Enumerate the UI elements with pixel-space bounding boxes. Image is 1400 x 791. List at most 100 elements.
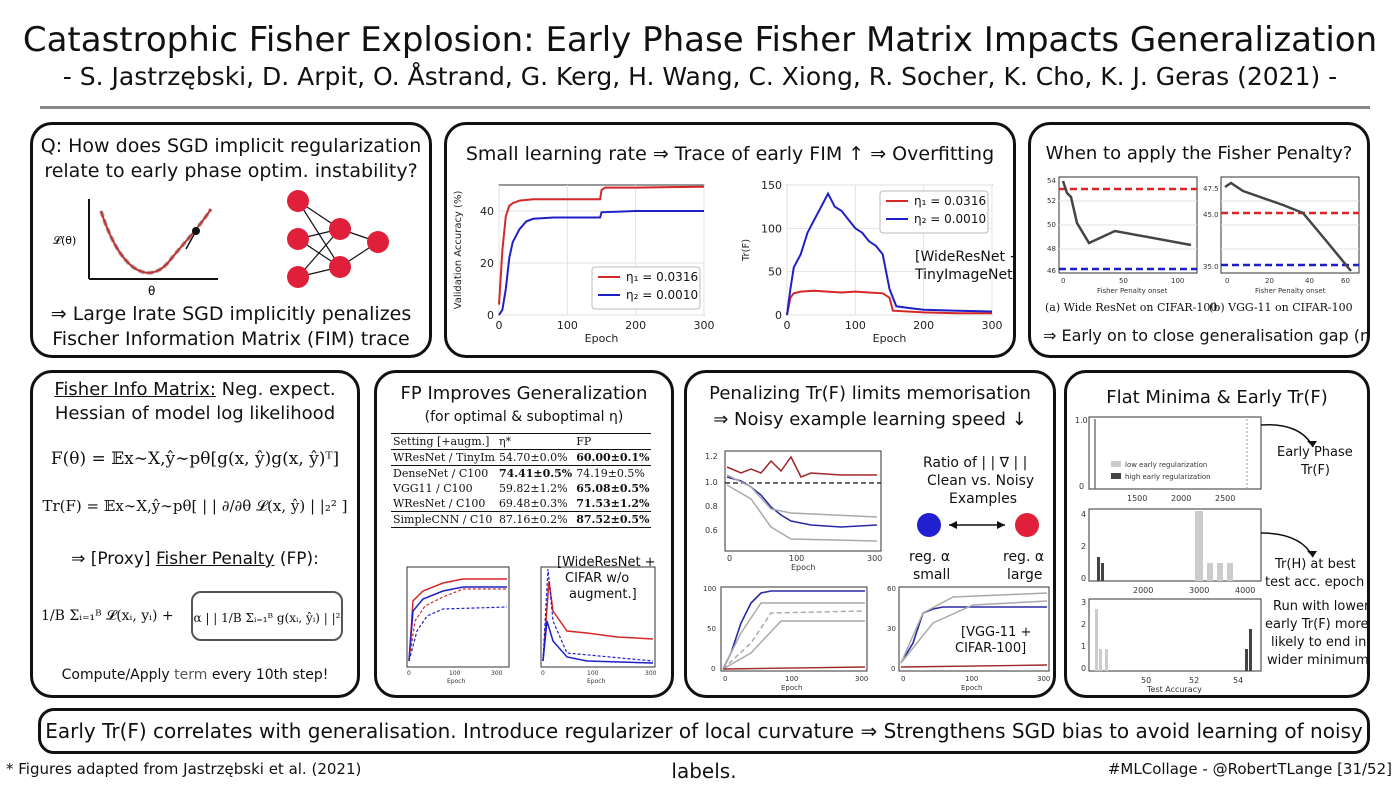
flat-note-3d: wider minimum! bbox=[1267, 653, 1370, 668]
footer-credit: * Figures adapted from Jastrzębski et al… bbox=[6, 760, 362, 778]
svg-text:100: 100 bbox=[785, 675, 798, 683]
trace-fisher-chart: 0 100 200 300 0 50 100 150 Epoch Tr(F) η₁ = 0.0316… bbox=[741, 179, 1003, 345]
answer-line-1: ⇒ Large lrate SGD implicitly penalizes bbox=[50, 303, 412, 325]
early-trf-histogram: low early regularization high early regul… bbox=[1075, 416, 1262, 503]
memo-heading-2: ⇒ Noisy example learning speed ↓ bbox=[713, 409, 1027, 430]
ratio-text-2: Clean vs. Noisy bbox=[927, 473, 1035, 489]
fp-trace-mini-chart: 0 100 300 Epoch bbox=[540, 566, 657, 685]
table-cell: WResNet / C100 bbox=[391, 496, 497, 512]
svg-text:high early regularization: high early regularization bbox=[1125, 473, 1211, 481]
compute-prefix: Compute/Apply bbox=[61, 667, 175, 683]
svg-text:2000: 2000 bbox=[1133, 586, 1153, 595]
table-cell: WResNet / TinyIm bbox=[391, 449, 497, 466]
y-tick-label: 150 bbox=[761, 179, 782, 192]
svg-text:100: 100 bbox=[789, 554, 804, 563]
svg-text:1.2: 1.2 bbox=[705, 452, 718, 461]
fisher-heading-rest: Neg. expect. bbox=[215, 379, 336, 400]
svg-text:0: 0 bbox=[1225, 277, 1229, 285]
small-lr-panel: Small learning rate ⇒ Trace of early FIM… bbox=[444, 122, 1016, 358]
legend-entry: η₂ = 0.0010 bbox=[914, 212, 986, 226]
neural-net-diagram bbox=[287, 190, 389, 288]
svg-text:45.0: 45.0 bbox=[1203, 211, 1219, 219]
svg-text:52: 52 bbox=[1189, 676, 1199, 685]
x-axis-label: Epoch bbox=[585, 332, 619, 345]
training-accuracy-chart: 100 50 0 0 100 300 Epoch bbox=[703, 585, 868, 692]
when-heading: When to apply the Fisher Penalty? bbox=[1045, 143, 1353, 164]
fp-results-table: Setting [+augm.] η* FP WResNet / TinyIm … bbox=[391, 433, 652, 528]
series-line bbox=[786, 191, 993, 316]
proxy-suffix: (FP): bbox=[274, 549, 319, 569]
small-lr-heading: Small learning rate ⇒ Trace of early FIM… bbox=[465, 143, 995, 165]
table-cell: 87.16±0.2% bbox=[496, 511, 575, 528]
svg-text:3000: 3000 bbox=[1189, 586, 1209, 595]
svg-text:100: 100 bbox=[449, 670, 461, 677]
proxy-prefix: ⇒ [Proxy] bbox=[71, 549, 156, 569]
compute-line: Compute/Apply term every 10th step! bbox=[33, 667, 357, 683]
y-tick-label: 0 bbox=[775, 309, 782, 322]
table-cell: 71.53±1.2% bbox=[574, 496, 652, 512]
flat-note-2a: Tr(H) at best bbox=[1275, 557, 1356, 572]
svg-text:1.0: 1.0 bbox=[1075, 416, 1088, 425]
y-tick-label: 50 bbox=[768, 266, 782, 279]
svg-text:50: 50 bbox=[1141, 676, 1151, 685]
svg-text:300: 300 bbox=[855, 675, 868, 683]
col-setting: Setting [+augm.] bbox=[391, 433, 497, 450]
y-tick-label: 40 bbox=[480, 205, 494, 218]
svg-text:50: 50 bbox=[1047, 221, 1056, 229]
table-cell: SimpleCNN / C10 bbox=[391, 511, 497, 528]
series-line bbox=[786, 289, 992, 316]
flat-note-1a: Early Phase bbox=[1277, 445, 1353, 460]
y-axis-label: Validation Accuracy (%) bbox=[453, 191, 464, 310]
svg-text:Epoch: Epoch bbox=[447, 678, 466, 685]
trf-annotation-1: [WideResNet + bbox=[915, 249, 1016, 265]
flat-minima-panel: Flat Minima & Early Tr(F) low early regu… bbox=[1064, 370, 1370, 698]
memo-heading-1: Penalizing Tr(F) limits memorisation bbox=[709, 383, 1031, 404]
table-cell: 87.52±0.5% bbox=[574, 511, 652, 528]
svg-text:40: 40 bbox=[1305, 277, 1314, 285]
flat-note-3a: Run with lower bbox=[1273, 599, 1370, 614]
svg-text:100: 100 bbox=[587, 670, 599, 677]
svg-text:46: 46 bbox=[1047, 267, 1056, 275]
fisher-matrix-equation: F(θ) = 𝔼x∼X,ŷ∼pθ[g(x, ŷ)g(x, ŷ)ᵀ] bbox=[50, 449, 340, 469]
y-tick-label: 0 bbox=[487, 309, 494, 322]
fp-subheading: (for optimal & suboptimal η) bbox=[424, 409, 624, 425]
title-divider bbox=[40, 106, 1370, 109]
flat-note-2b: test acc. epoch bbox=[1265, 575, 1365, 590]
fp-annotation-1: [WideResNet + bbox=[557, 555, 656, 570]
series-line bbox=[498, 185, 705, 305]
col-fp: FP bbox=[574, 433, 652, 450]
poster-authors: - S. Jastrzębski, D. Arpit, O. Åstrand, … bbox=[62, 62, 1338, 91]
svg-text:0: 0 bbox=[1081, 664, 1086, 673]
table-cell: 60.00±0.1% bbox=[574, 449, 652, 466]
svg-text:2500: 2500 bbox=[1215, 494, 1235, 503]
svg-text:2: 2 bbox=[1081, 620, 1086, 629]
x-tick-label: 100 bbox=[845, 319, 866, 332]
x-tick-label: 300 bbox=[694, 319, 715, 332]
when-conclusion: ⇒ Early on to close generalisation gap (… bbox=[1043, 326, 1370, 345]
svg-text:Epoch: Epoch bbox=[781, 684, 802, 692]
svg-text:54: 54 bbox=[1233, 676, 1243, 685]
svg-text:0: 0 bbox=[891, 665, 895, 673]
fp-annotation-3: augment.] bbox=[569, 587, 637, 602]
x-tick-label: 300 bbox=[982, 319, 1003, 332]
svg-text:0.8: 0.8 bbox=[705, 502, 718, 511]
x-tick-label: 0 bbox=[784, 319, 791, 332]
x-tick-label: 0 bbox=[496, 319, 503, 332]
svg-text:4000: 4000 bbox=[1235, 586, 1255, 595]
wide-resnet-onset-chart: 54 52 50 48 46 0 50 100 Fisher Penalty onset bbox=[1047, 176, 1198, 295]
memorisation-panel: Penalizing Tr(F) limits memorisation ⇒ N… bbox=[684, 370, 1056, 698]
svg-text:300: 300 bbox=[1037, 675, 1050, 683]
table-cell: 65.08±0.5% bbox=[576, 482, 650, 495]
trf-annotation-2: TinyImageNet] bbox=[915, 267, 1016, 283]
loss-axis-label: 𝓛(θ) bbox=[53, 234, 76, 247]
gradient-ratio-chart: 1.2 1.0 0.8 0.6 0 100 300 Epoch bbox=[705, 450, 882, 572]
x-axis-label: Epoch bbox=[873, 332, 907, 345]
svg-text:0: 0 bbox=[901, 675, 905, 683]
table-cell: VGG11 / C100 bbox=[393, 482, 473, 495]
memo-annotation-2: CIFAR-100] bbox=[955, 641, 1027, 656]
svg-text:48: 48 bbox=[1047, 245, 1056, 253]
legend-entry: η₂ = 0.0010 bbox=[626, 288, 698, 302]
svg-text:0: 0 bbox=[1081, 574, 1086, 583]
series-line bbox=[498, 210, 704, 316]
